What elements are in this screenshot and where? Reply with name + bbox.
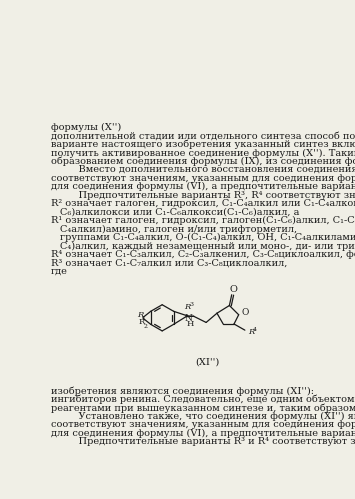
Text: 2: 2 bbox=[143, 324, 147, 329]
Text: C₄)алкил, каждый незамещенный или моно-, ди- или тризамещенный: C₄)алкил, каждый незамещенный или моно-,… bbox=[60, 242, 355, 250]
Text: реагентами при вышеуказанном синтезе и, таким образом, в синтезе: реагентами при вышеуказанном синтезе и, … bbox=[50, 403, 355, 413]
Text: (XI''): (XI'') bbox=[195, 358, 219, 367]
Text: R: R bbox=[184, 303, 191, 311]
Text: для соединения формулы (VI), а предпочтительные варианты R¹ и R²: для соединения формулы (VI), а предпочти… bbox=[50, 429, 355, 438]
Text: 4: 4 bbox=[253, 327, 257, 332]
Text: формулы (X''): формулы (X'') bbox=[50, 123, 121, 132]
Text: C₆)алкилокси или C₁-C₆алкокси(C₁-C₆)алкил, а: C₆)алкилокси или C₁-C₆алкокси(C₁-C₆)алки… bbox=[60, 208, 299, 217]
Text: варианте настоящего изобретения указанный синтез включает в качестве: варианте настоящего изобретения указанны… bbox=[50, 140, 355, 150]
Text: C₄алкил)амино, галоген и/или трифторметил,: C₄алкил)амино, галоген и/или трифтормети… bbox=[60, 225, 297, 234]
Text: группами C₁-C₄алкил, O-(C₁-C₄)алкил, OH, C₁-C₄алкиламино, ди(C₁-: группами C₁-C₄алкил, O-(C₁-C₄)алкил, OH,… bbox=[60, 233, 355, 242]
Text: N: N bbox=[184, 314, 192, 323]
Text: где: где bbox=[50, 267, 67, 276]
Text: R¹ означает галоген, гидроксил, галоген(C₁-C₆)алкил, C₁-C₆алкокси(C₁-: R¹ означает галоген, гидроксил, галоген(… bbox=[50, 216, 355, 226]
Text: ингибиторов ренина. Следовательно, еще одним объектом настоящего: ингибиторов ренина. Следовательно, еще о… bbox=[50, 395, 355, 404]
Text: Установлено также, что соединения формулы (XI'') являются ценными: Установлено также, что соединения формул… bbox=[66, 412, 355, 421]
Text: R: R bbox=[248, 328, 254, 336]
Text: соответствуют значениям, указанным для соединения формулы (VIII).: соответствуют значениям, указанным для с… bbox=[50, 420, 355, 429]
Text: Предпочтительные варианты R³, R⁴ соответствуют значениям, указанным: Предпочтительные варианты R³, R⁴ соответ… bbox=[66, 191, 355, 200]
Text: R⁴ означает C₁-C₃алкил, C₂-C₃алкенил, C₃-C₈циклоалкил, фенил- или нафтил(C₁-: R⁴ означает C₁-C₃алкил, C₂-C₃алкенил, C₃… bbox=[50, 250, 355, 259]
Text: дополнительной стадии или отдельного синтеза способ получения соединения: дополнительной стадии или отдельного син… bbox=[50, 132, 355, 141]
Text: O: O bbox=[241, 308, 248, 317]
Text: 1: 1 bbox=[142, 316, 146, 321]
Text: Предпочтительные варианты R³ и R⁴ соответствуют значениям, указанным: Предпочтительные варианты R³ и R⁴ соотве… bbox=[66, 437, 355, 446]
Text: Вместо дополнительного восстановления соединения формулы (X) с: Вместо дополнительного восстановления со… bbox=[66, 165, 355, 175]
Text: для соединения формулы (VI), а предпочтительные варианты R¹ и R²: для соединения формулы (VI), а предпочти… bbox=[50, 182, 355, 192]
Text: R: R bbox=[138, 311, 144, 319]
Text: соответствуют значениям, указанным для соединения формулы (VIII).: соответствуют значениям, указанным для с… bbox=[50, 174, 355, 183]
Text: R² означает галоген, гидроксил, C₁-C₄алкил или C₁-C₄алкокси.: R² означает галоген, гидроксил, C₁-C₄алк… bbox=[50, 199, 355, 208]
Text: образованием соединения формулы (IX), из соединения формулы (X) можно: образованием соединения формулы (IX), из… bbox=[50, 157, 355, 166]
Text: R: R bbox=[138, 318, 144, 326]
Text: получить активированное соединение формулы (X''). Таким образом в другом: получить активированное соединение форму… bbox=[50, 148, 355, 158]
Text: изобретения являются соединения формулы (XI''):: изобретения являются соединения формулы … bbox=[50, 386, 313, 396]
Text: R³ означает C₁-C₇алкил или C₃-C₈циклоалкил,: R³ означает C₁-C₇алкил или C₃-C₈циклоалк… bbox=[50, 258, 287, 267]
Text: O: O bbox=[229, 285, 237, 294]
Text: 3: 3 bbox=[190, 302, 193, 307]
Text: H: H bbox=[187, 320, 194, 328]
